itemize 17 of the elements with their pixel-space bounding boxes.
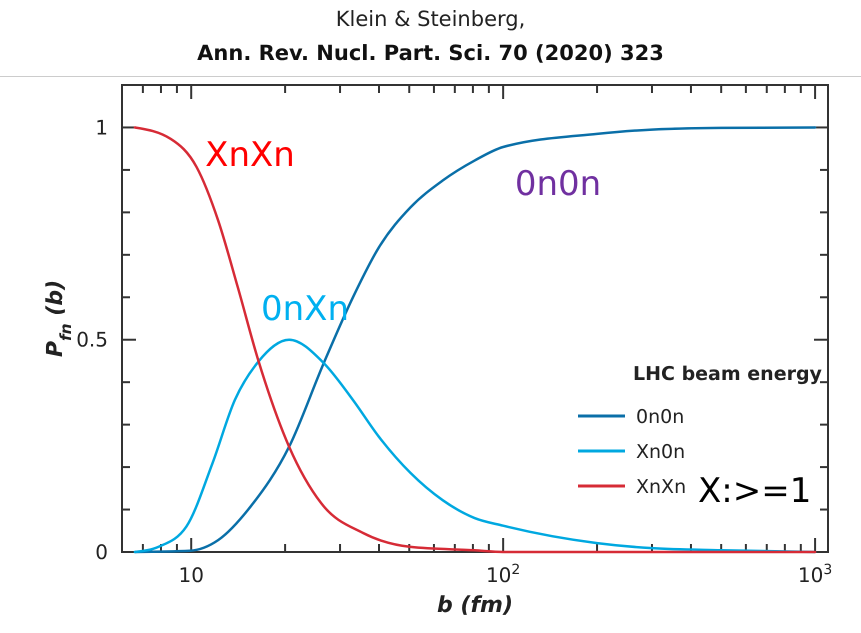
x-tick-label: 10$^{2}$	[486, 562, 520, 587]
annotation: 0nXn	[260, 289, 350, 329]
legend-label: XnXn	[636, 476, 686, 498]
legend-title: LHC beam energy	[633, 363, 823, 385]
annotation: X:>=1	[698, 471, 812, 511]
x-axis-title: b (fm)	[436, 593, 514, 618]
x-tick-label: 10	[178, 563, 204, 587]
legend-label: Xn0n	[636, 441, 686, 463]
x-tick-label: 10$^{3}$	[798, 562, 832, 587]
annotation: 0n0n	[514, 164, 602, 204]
chart-title: Klein & Steinberg,	[336, 7, 526, 31]
y-tick-label: 1	[95, 115, 108, 140]
legend-label: 0n0n	[636, 406, 684, 428]
y-tick-label: 0	[95, 540, 108, 564]
y-tick-label: 0.5	[76, 328, 108, 352]
annotation: XnXn	[205, 135, 295, 175]
chart-subtitle: Ann. Rev. Nucl. Part. Sci. 70 (2020) 323	[197, 41, 664, 65]
